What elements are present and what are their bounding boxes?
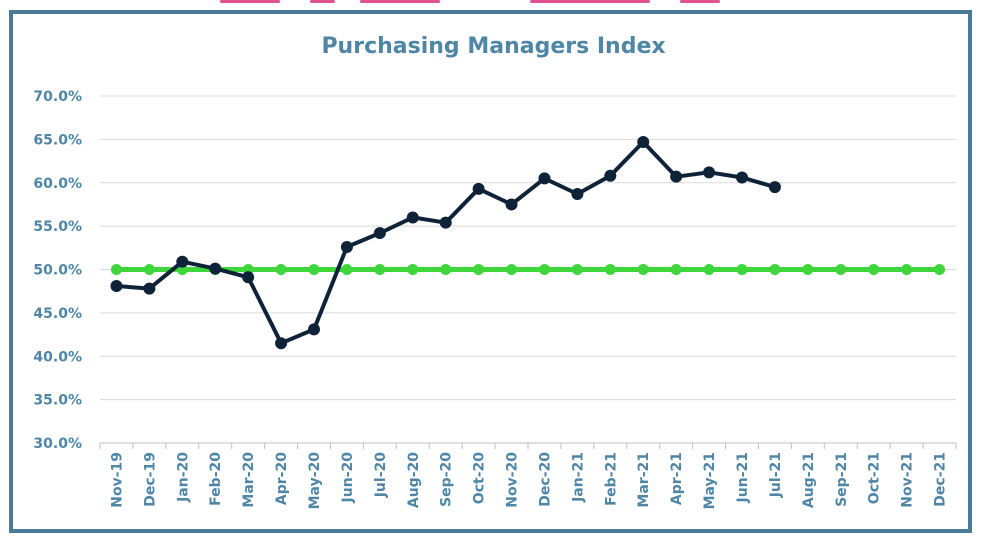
x-tick-label: Apr-20 (274, 452, 290, 505)
x-tick-label: Jul-21 (768, 452, 784, 498)
data-point-reference (802, 264, 814, 275)
data-point-pmi (209, 262, 222, 275)
data-point-pmi (242, 271, 255, 284)
data-point-reference (703, 264, 715, 275)
y-tick-label: 70.0% (33, 89, 82, 105)
x-tick-label: Jun-20 (340, 452, 356, 504)
x-tick-label: May-20 (307, 452, 323, 510)
data-point-reference (407, 264, 419, 275)
data-point-pmi (768, 181, 781, 194)
x-tick-label: Feb-20 (208, 452, 224, 506)
x-tick-label: Mar-20 (241, 452, 257, 508)
data-point-pmi (406, 211, 419, 224)
data-point-reference (868, 264, 880, 275)
data-point-pmi (439, 216, 452, 229)
data-point-reference (473, 264, 485, 275)
x-tick-label: Jul-20 (373, 452, 389, 499)
data-point-reference (341, 264, 353, 275)
data-point-reference (440, 264, 452, 275)
data-point-reference (934, 264, 946, 275)
data-point-reference (736, 264, 748, 275)
data-point-pmi (670, 170, 683, 183)
data-point-reference (637, 264, 649, 275)
x-tick-label: Dec-21 (933, 452, 949, 507)
data-point-pmi (176, 255, 189, 268)
x-tick-label: Jan-21 (570, 452, 586, 503)
y-tick-label: 55.0% (33, 219, 82, 235)
x-tick-label: Dec-20 (537, 452, 553, 507)
x-tick-label: Nov-19 (109, 452, 125, 508)
data-point-reference (143, 264, 155, 275)
data-point-pmi (110, 279, 123, 292)
x-tick-label: Jan-20 (175, 452, 191, 503)
x-tick-label: Sep-21 (834, 452, 850, 507)
x-tick-label: Nov-20 (505, 452, 521, 508)
data-point-pmi (736, 171, 748, 184)
top-decor-strip (200, 0, 780, 4)
x-tick-label: Oct-21 (867, 452, 883, 504)
data-point-pmi (571, 188, 584, 201)
data-point-reference (308, 264, 320, 275)
data-point-reference (571, 264, 583, 275)
y-tick-label: 35.0% (33, 393, 82, 409)
x-tick-label: May-21 (702, 452, 718, 509)
data-point-pmi (308, 323, 320, 336)
x-tick-label: Aug-21 (801, 452, 817, 508)
data-point-reference (374, 264, 386, 275)
x-tick-label: Feb-21 (603, 452, 619, 506)
x-tick-label: Dec-19 (142, 452, 158, 507)
y-tick-label: 45.0% (33, 306, 82, 322)
y-tick-label: 50.0% (33, 263, 82, 279)
x-tick-label: Aug-20 (406, 452, 422, 508)
data-point-pmi (604, 169, 617, 182)
data-point-pmi (472, 182, 485, 195)
x-tick-label: Apr-21 (669, 452, 685, 505)
data-point-reference (110, 264, 122, 275)
data-point-pmi (505, 198, 518, 211)
x-tick-label: Sep-20 (439, 452, 455, 507)
y-tick-label: 65.0% (33, 132, 82, 148)
data-point-reference (769, 264, 781, 275)
data-point-pmi (340, 240, 353, 253)
x-tick-label: Nov-21 (900, 452, 916, 508)
y-tick-label: 40.0% (33, 349, 82, 365)
x-tick-label: Mar-21 (636, 452, 652, 508)
data-point-reference (275, 264, 287, 275)
chart-title: Purchasing Managers Index (321, 34, 666, 59)
data-point-pmi (275, 337, 288, 350)
data-point-pmi (143, 282, 156, 295)
data-point-pmi (373, 227, 386, 240)
data-point-reference (670, 264, 682, 275)
y-tick-label: 60.0% (33, 176, 82, 192)
x-tick-label: Jun-21 (735, 452, 751, 503)
data-point-pmi (538, 172, 551, 185)
y-tick-label: 30.0% (33, 436, 82, 452)
data-point-reference (604, 264, 616, 275)
data-point-reference (538, 264, 550, 275)
x-tick-label: Oct-20 (472, 452, 488, 504)
data-point-pmi (703, 166, 716, 179)
data-point-reference (506, 264, 518, 275)
data-point-reference (835, 264, 847, 275)
data-point-reference (901, 264, 913, 275)
data-point-pmi (637, 135, 650, 148)
